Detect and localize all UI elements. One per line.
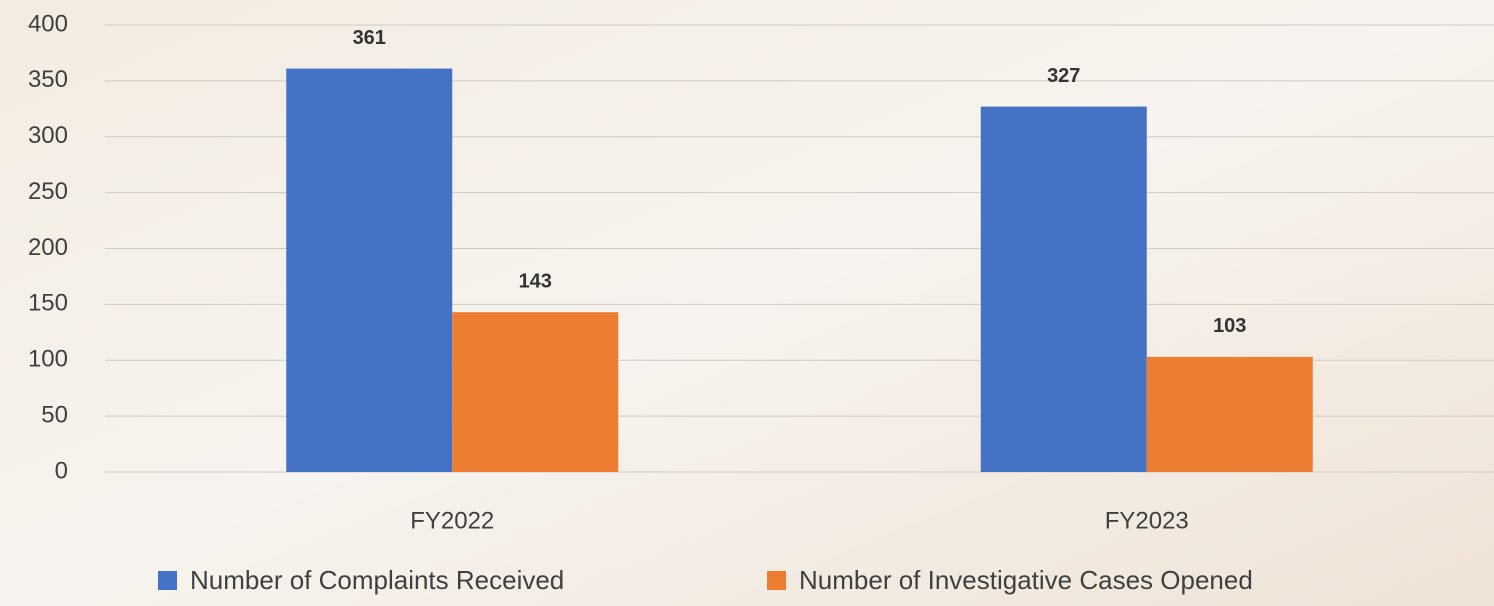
y-tick-label: 200 xyxy=(28,234,68,261)
background xyxy=(0,0,1494,606)
value-label: 361 xyxy=(353,27,386,49)
bar xyxy=(981,107,1147,472)
legend-label: Number of Complaints Received xyxy=(190,565,564,595)
y-tick-label: 50 xyxy=(41,401,68,428)
y-tick-label: 400 xyxy=(28,10,68,37)
legend-swatch xyxy=(158,571,177,590)
y-tick-label: 300 xyxy=(28,122,68,149)
y-tick-label: 0 xyxy=(55,457,68,484)
bar xyxy=(286,69,452,472)
value-label: 327 xyxy=(1047,65,1080,87)
bar xyxy=(1147,357,1313,472)
legend-label: Number of Investigative Cases Opened xyxy=(799,565,1253,595)
y-tick-label: 250 xyxy=(28,178,68,205)
legend-swatch xyxy=(767,571,786,590)
x-tick-label: FY2022 xyxy=(410,507,494,534)
y-tick-label: 350 xyxy=(28,66,68,93)
x-tick-label: FY2023 xyxy=(1105,507,1189,534)
y-tick-label: 100 xyxy=(28,346,68,373)
bar xyxy=(452,312,618,472)
chart: 0 50 100 150 200 250 300 350 400 FY2022 361 143 FY20… xyxy=(0,0,1494,606)
value-label: 143 xyxy=(519,270,552,292)
value-label: 103 xyxy=(1213,315,1246,337)
y-tick-label: 150 xyxy=(28,290,68,317)
